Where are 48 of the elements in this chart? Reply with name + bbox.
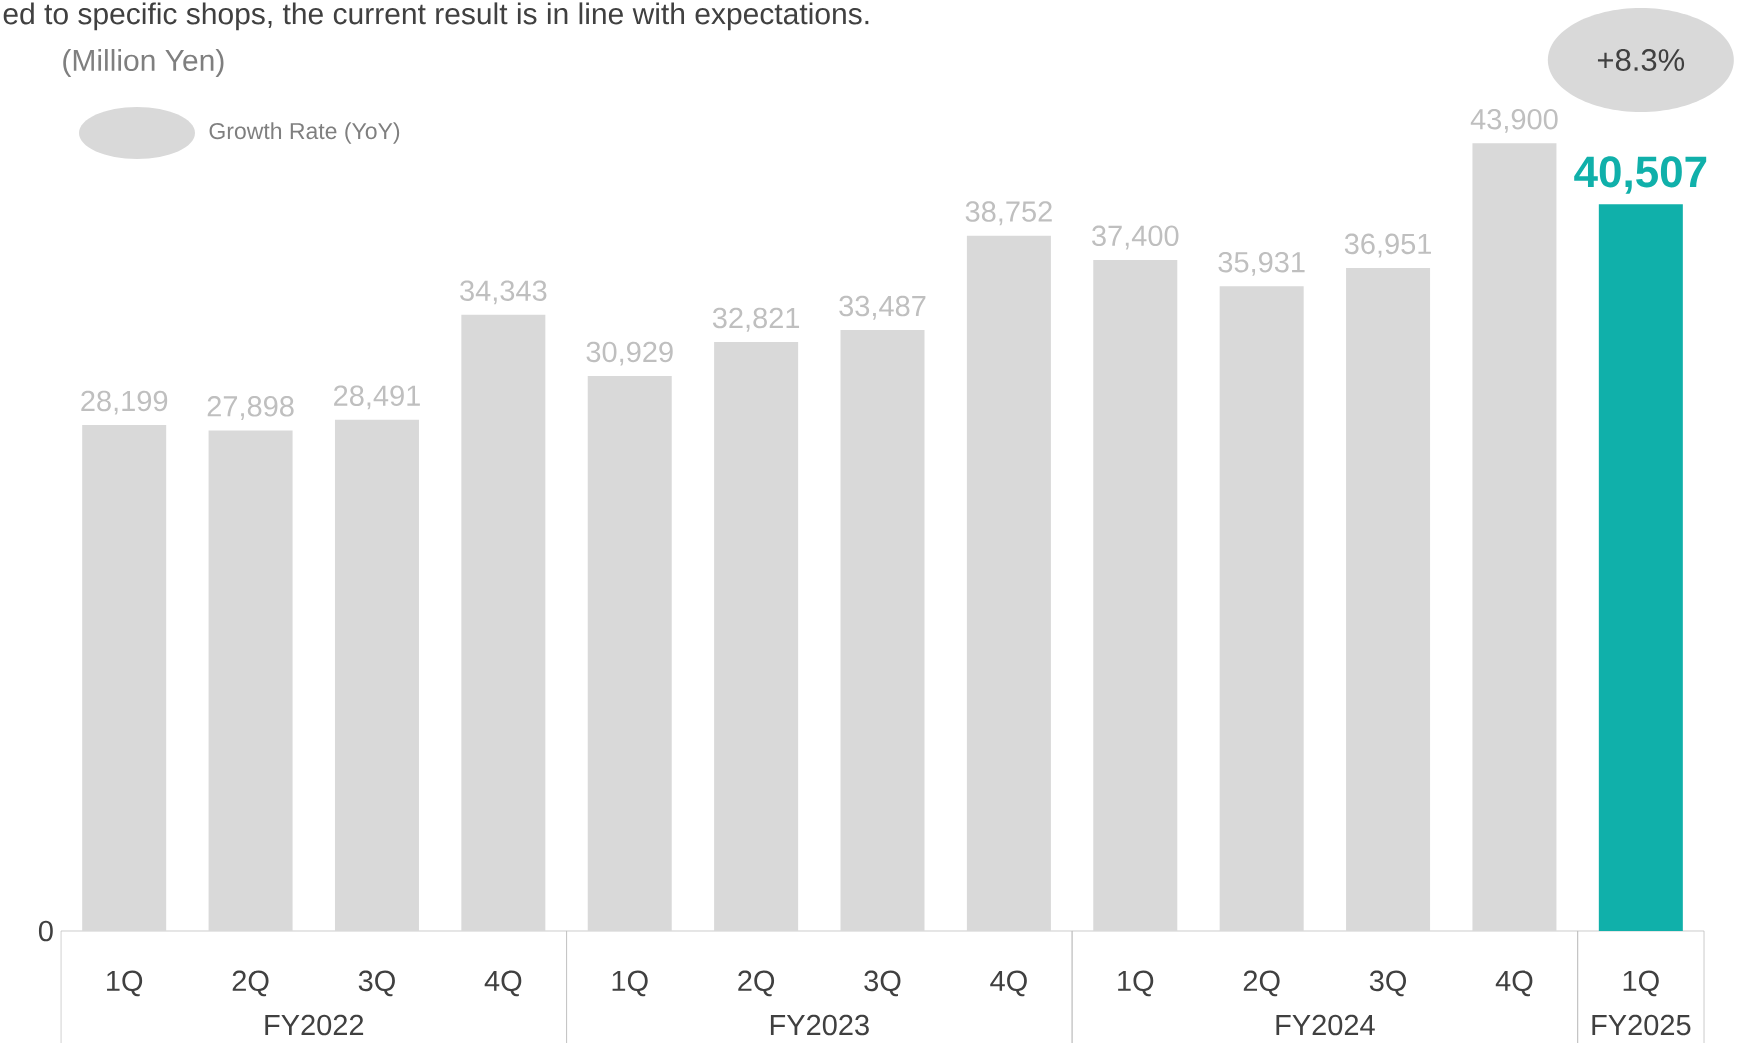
x-tick-label: 4Q [484,970,522,997]
bar [82,425,167,931]
data-label: 27,898 [207,396,294,420]
x-tick-label: 1Q [1118,970,1154,997]
x-tick-label: 2Q [738,970,775,997]
text: FY2024 [1276,1014,1375,1036]
text: 0 [38,920,53,942]
data-label: 43,900 [1470,108,1558,133]
bar [208,430,293,931]
text: FY2025 [1592,1014,1691,1036]
x-tick-label: 4Q [990,970,1027,997]
x-tick-label: 3Q [1369,970,1407,997]
text: FY2023 [770,1014,869,1036]
bar [461,314,546,931]
x-tick-label: 2Q [232,970,269,997]
x-tick-label: 3Q [358,970,395,997]
x-tick-label: 2Q [1243,970,1280,997]
x-tick-label: 1Q [107,970,143,997]
data-label: 33,487 [839,295,926,320]
data-label: 38,752 [965,201,1052,226]
bar [1093,259,1178,931]
text: ed to specific shops, the current result is in line with expectations. [3,2,869,31]
data-label: 37,400 [1092,225,1179,250]
bar [966,235,1051,931]
x-tick-label: 3Q [864,970,901,997]
annotation: Growth Rate (YoY) [209,122,400,144]
text: +8.3% [1597,49,1685,71]
bar [1598,204,1683,931]
data-label: 30,929 [586,341,673,366]
y-axis-title: (Million Yen) [63,49,224,77]
data-label: 34,343 [460,280,547,305]
data-label: 28,199 [81,390,168,415]
x-tick-label: 1Q [1623,970,1659,997]
bar [587,376,672,931]
data-label: 36,951 [1344,233,1431,258]
text: FY2022 [265,1014,364,1036]
data-label: 35,931 [1218,251,1305,276]
data-label: 28,491 [334,385,420,410]
x-tick-label: 1Q [612,970,648,997]
x-tick-label: 4Q [1495,970,1533,997]
bar [334,419,419,931]
bar [1472,143,1557,931]
data-label: 40,507 [1574,156,1707,194]
data-label: 32,821 [712,307,800,332]
bar [1219,286,1304,931]
bar [1346,267,1431,931]
bar [714,342,799,931]
bar [840,330,925,931]
